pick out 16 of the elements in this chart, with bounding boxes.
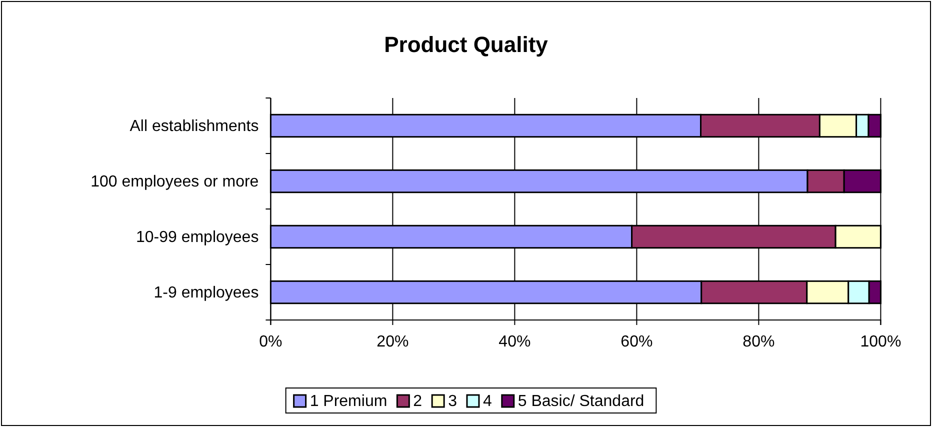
y-tick-label: All establishments — [130, 118, 259, 135]
x-tick-label: 20% — [376, 333, 409, 350]
x-tick-label: 0% — [259, 333, 282, 350]
legend-label: 1 Premium — [310, 393, 388, 410]
legend-label: 3 — [448, 393, 458, 410]
legend-label: 2 — [413, 393, 422, 410]
legend-label: 4 — [482, 393, 492, 410]
y-tick-label: 1-9 employees — [154, 284, 259, 302]
y-tick-label: 10-99 employees — [136, 228, 259, 246]
legend-label: 5 Basic/ Standard — [518, 393, 644, 410]
x-tick-label: 60% — [620, 333, 653, 350]
x-tick-label: 100% — [860, 333, 902, 350]
y-tick-label: 100 employees or more — [90, 173, 259, 190]
x-tick-label: 80% — [742, 333, 775, 350]
x-tick-label: 40% — [498, 333, 531, 350]
chart-title: Product Quality — [384, 32, 549, 57]
